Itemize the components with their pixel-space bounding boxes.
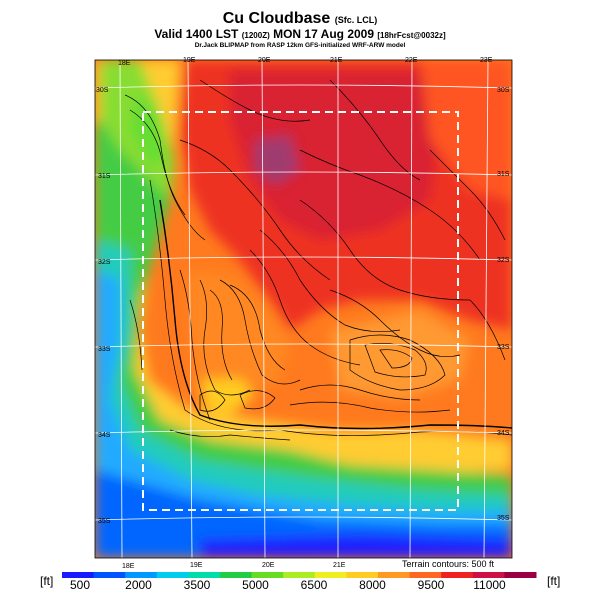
colorbar-swatch (472, 572, 505, 578)
graticule (95, 60, 512, 558)
colorbar-swatch (409, 572, 442, 578)
terrain-contours (124, 79, 512, 441)
colorbar-swatch (220, 572, 253, 578)
colorbar-tick-label: 11000 (473, 578, 506, 592)
colorbar-swatch (156, 572, 189, 578)
colorbar-swatch (125, 572, 158, 578)
colorbar-swatch (251, 572, 284, 578)
colorbar-tick-label: 9500 (417, 578, 445, 592)
lat-label-right: 30S (497, 87, 510, 94)
model-credit: Dr.Jack BLIPMAP from RASP 12km GFS-initi… (194, 42, 406, 49)
terrain-note: Terrain contours: 500 ft (400, 559, 497, 569)
lon-label-bottom: 20E (262, 562, 275, 569)
colorbar-unit-right: [ft] (547, 574, 561, 588)
lat-label-right: 33S (497, 344, 510, 351)
valid-line: Valid 1400 LST (1200Z) MON 17 Aug 2009 [… (0, 27, 600, 41)
inner-domain-box (142, 111, 459, 511)
lon-label-top: 22E (405, 57, 418, 64)
colorbar-swatch (314, 572, 347, 578)
lon-label-bottom: 18E (122, 563, 135, 570)
map-title: Cu Cloudbase (Sfc. LCL) (0, 10, 600, 28)
colorbar-swatch (346, 572, 379, 578)
valid-time: Valid 1400 LST (154, 27, 239, 41)
colorbar-swatch (441, 572, 474, 578)
lon-label-top: 18E (118, 60, 131, 67)
lon-label-top: 19E (183, 57, 196, 64)
colorbar-tick-label: 5000 (242, 578, 269, 592)
forecast-info: [18hrFcst@0032z] (377, 31, 446, 40)
title-text: Cu Cloudbase (222, 10, 331, 27)
colorbar-swatch (378, 572, 411, 578)
lat-label-left: 34S (98, 432, 111, 439)
lat-label-right: 32S (497, 257, 510, 264)
colorbar-tick-label: 6500 (300, 578, 328, 592)
lat-label-left: 35S (98, 518, 111, 525)
colorbar-swatch (504, 572, 537, 578)
colorbar-swatch (62, 572, 95, 578)
lat-label-left: 30S (96, 87, 109, 94)
cloudbase-field (95, 60, 512, 558)
lat-label-right: 34S (497, 430, 510, 437)
colorbar-tick-label: 3500 (183, 578, 211, 592)
colorbar-swatch (283, 572, 316, 578)
colorbar-swatch (188, 572, 221, 578)
map-border (94, 59, 513, 559)
lon-label-top: 20E (258, 57, 271, 64)
lon-label-bottom: 21E (333, 562, 346, 569)
lat-label-left: 31S (98, 173, 111, 180)
lon-label-bottom: 19E (190, 562, 203, 569)
colorbar-tick-label: 8000 (359, 578, 386, 592)
title-suffix: (Sfc. LCL) (334, 15, 378, 25)
lon-label-top: 23E (480, 57, 493, 64)
color-bar (62, 572, 537, 578)
colorbar-tick-label: 2000 (125, 578, 152, 592)
lat-label-right: 31S (497, 171, 510, 178)
lat-label-right: 35S (497, 515, 510, 522)
lat-label-left: 33S (98, 346, 111, 353)
colorbar-unit-left: [ft] (40, 574, 54, 588)
valid-zulu: (1200Z) (241, 31, 270, 40)
colorbar-tick-label: 500 (69, 578, 91, 592)
valid-date: MON 17 Aug 2009 (273, 27, 375, 41)
lat-label-left: 32S (98, 259, 111, 266)
lon-label-top: 21E (330, 57, 343, 64)
colorbar-swatch (93, 572, 126, 578)
